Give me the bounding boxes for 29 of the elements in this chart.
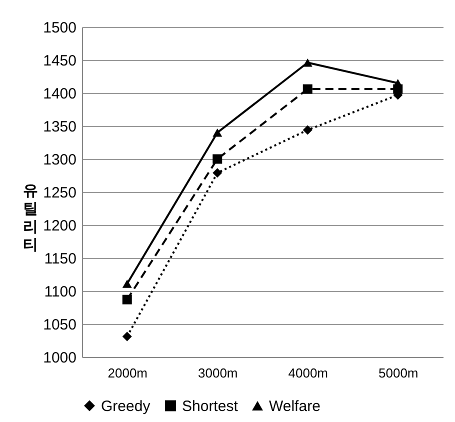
x-tick-label: 2000m [108,366,148,380]
y-tick-label: 1450 [43,52,76,70]
legend-label: Shortest [182,398,239,415]
point [302,125,312,135]
legend-label: Greedy [101,398,151,415]
y-axis-title: 유틸리티 [23,182,38,254]
y-tick-label: 1400 [43,86,76,102]
y-tick-label: 1100 [44,284,76,300]
point [122,332,132,342]
y-tick-label: 1150 [44,250,76,268]
point [393,78,403,88]
x-tick-label: 4000m [288,366,328,380]
legend-label: Welfare [269,398,320,415]
y-tick-label: 1050 [43,316,76,334]
point [302,84,312,94]
x-tick-label: 5000m [378,366,418,380]
point [212,154,222,164]
y-tick-label: 1000 [43,350,76,366]
point [302,58,312,67]
point [122,280,132,288]
y-tick-label: 1250 [43,184,76,202]
x-tick-label: 3000m [198,366,238,380]
y-tick-label: 1350 [43,118,76,136]
point [212,128,222,137]
point [212,168,222,178]
y-tick-label: 1200 [43,218,76,234]
point [122,294,132,304]
y-tick-label: 1300 [43,152,76,168]
y-tick-label: 1500 [43,20,76,36]
